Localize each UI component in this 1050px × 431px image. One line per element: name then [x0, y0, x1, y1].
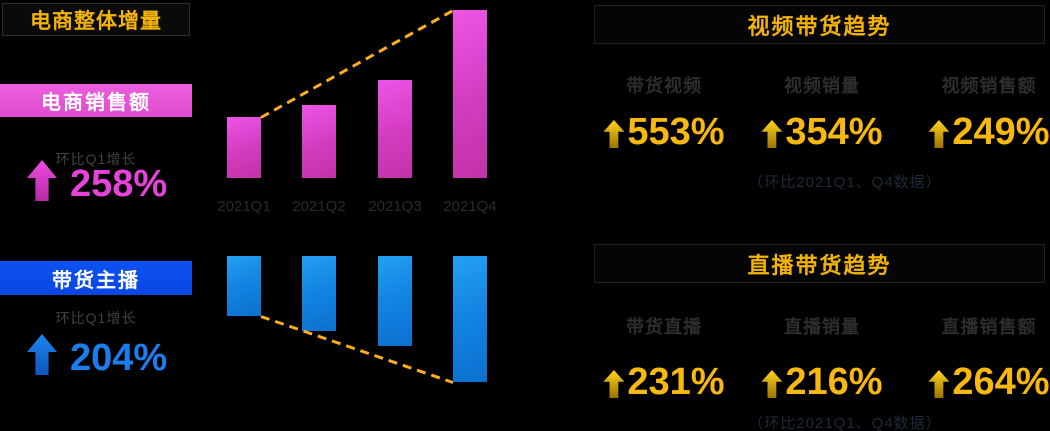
live-section-note: （环比2021Q1、Q4数据）	[748, 415, 942, 431]
trend-line	[260, 8, 454, 119]
main-title-box: 电商整体增量	[2, 3, 190, 36]
stat-value: 354%	[785, 111, 883, 153]
stat-video-sales-volume: 视频销量 354%	[761, 72, 883, 153]
video-section-title: 视频带货趋势	[747, 13, 892, 39]
x-axis-label: 2021Q1	[217, 198, 271, 215]
stat-value: 231%	[627, 361, 725, 403]
stat-value: 249%	[952, 111, 1050, 153]
sales-growth-percent: 258%	[70, 163, 168, 205]
stat-video-sales-amount: 视频销售额 249%	[928, 72, 1050, 153]
bar-2021Q3	[378, 80, 412, 178]
video-section-header: 视频带货趋势	[594, 5, 1045, 44]
up-arrow-icon	[27, 160, 57, 201]
stat-live-sales-amount: 直播销售额 264%	[928, 313, 1050, 403]
sales-sublabel: 环比Q1增长	[55, 151, 137, 167]
x-axis-label: 2021Q4	[443, 198, 497, 215]
up-arrow-icon	[603, 370, 625, 398]
stat-label: 视频销售额	[941, 76, 1037, 96]
stat-value: 553%	[627, 111, 725, 153]
main-title: 电商整体增量	[30, 9, 162, 33]
stat-live-sales-volume: 直播销量 216%	[761, 313, 883, 403]
anchor-growth-percent: 204%	[70, 337, 168, 379]
stat-value-row: 264%	[928, 361, 1050, 403]
stat-value: 264%	[952, 361, 1050, 403]
up-arrow-icon	[928, 120, 950, 148]
sales-label: 电商销售额	[41, 92, 151, 114]
stat-value-row: 354%	[761, 111, 883, 153]
stat-video-count: 带货视频 553%	[603, 72, 725, 153]
bar-2021Q3	[378, 256, 412, 346]
trend-line	[260, 314, 454, 384]
up-arrow-icon	[761, 120, 783, 148]
bar-2021Q1	[227, 256, 261, 316]
up-arrow-icon	[928, 370, 950, 398]
stat-label: 带货直播	[625, 317, 702, 337]
stat-label: 带货视频	[625, 76, 702, 96]
stat-value-row: 231%	[603, 361, 725, 403]
up-arrow-icon	[27, 334, 57, 375]
up-arrow-icon	[603, 120, 625, 148]
video-section-note: （环比2021Q1、Q4数据）	[748, 174, 942, 191]
video-stats-row: 带货视频 553% 视频销量 354% 视频销售额 249%	[595, 72, 1050, 162]
stat-value-row: 553%	[603, 111, 725, 153]
sales-label-box: 电商销售额	[0, 84, 192, 117]
live-section-title: 直播带货趋势	[747, 252, 892, 278]
stat-label: 直播销售额	[941, 317, 1037, 337]
up-arrow-icon	[761, 370, 783, 398]
stat-value-row: 249%	[928, 111, 1050, 153]
anchor-sublabel: 环比Q1增长	[55, 310, 137, 326]
anchor-label-box: 带货主播	[0, 261, 192, 295]
bar-2021Q2	[302, 105, 336, 178]
bar-2021Q4	[453, 10, 487, 178]
stat-label: 视频销量	[783, 76, 860, 96]
bar-2021Q4	[453, 256, 487, 382]
anchor-growth-value: 204%	[27, 334, 167, 377]
bar-2021Q1	[227, 117, 261, 178]
x-axis-label: 2021Q3	[368, 198, 422, 215]
sales-growth-value: 258%	[27, 160, 167, 203]
live-stats-row: 带货直播 231% 直播销量 216% 直播销售额 264%	[595, 313, 1050, 403]
stat-label: 直播销量	[783, 317, 860, 337]
sales-bar-chart: 2021Q1 2021Q2 2021Q3 2021Q4	[217, 8, 497, 215]
anchor-label: 带货主播	[52, 269, 140, 292]
live-section-header: 直播带货趋势	[594, 244, 1045, 283]
bar-2021Q2	[302, 256, 336, 331]
stat-live-count: 带货直播 231%	[603, 313, 725, 403]
anchor-bar-chart	[227, 256, 487, 384]
stat-value: 216%	[785, 361, 883, 403]
stat-value-row: 216%	[761, 361, 883, 403]
x-axis-label: 2021Q2	[292, 198, 346, 215]
